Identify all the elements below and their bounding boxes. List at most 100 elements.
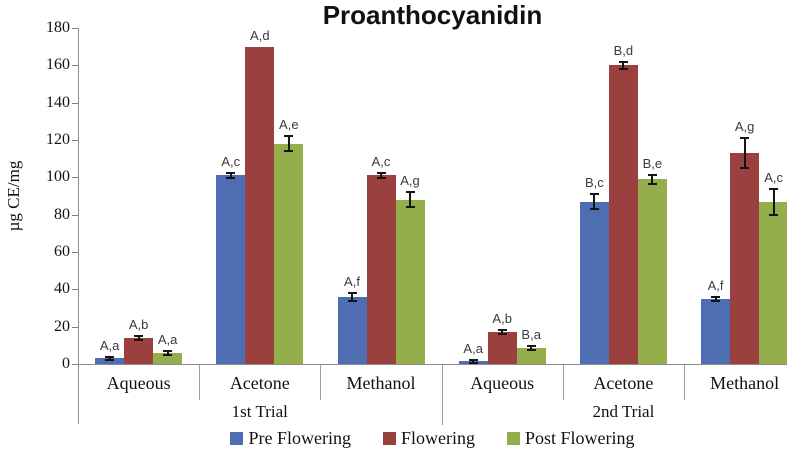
- y-tick-label: 140: [46, 93, 70, 111]
- y-tick-mark: [72, 177, 78, 179]
- y-tick-mark: [72, 65, 78, 67]
- error-bar-cap: [347, 299, 357, 302]
- error-bar: [108, 356, 111, 361]
- error-bar: [651, 174, 654, 184]
- chart-title: Proanthocyanidin: [322, 0, 543, 30]
- error-bar-cap: [376, 177, 386, 180]
- error-bar-cap: [618, 68, 628, 71]
- bar-data-label: A,b: [492, 311, 512, 327]
- error-bar-cap: [405, 191, 415, 194]
- trial-label: 2nd Trial: [592, 402, 655, 421]
- error-bar-cap: [105, 359, 115, 362]
- category-separator: [199, 365, 201, 400]
- y-tick-mark: [72, 214, 78, 216]
- bar-data-label: A,c: [764, 169, 783, 185]
- bar-data-label: A,f: [707, 277, 724, 293]
- error-bar-cap: [711, 299, 721, 302]
- error-bar-cap: [740, 137, 750, 140]
- bar: [274, 143, 304, 364]
- legend-label: Post Flowering: [524, 428, 635, 448]
- category-separator: [684, 365, 685, 400]
- error-bar: [622, 61, 625, 70]
- category-label: Aqueous: [106, 373, 171, 393]
- error-bar-cap: [226, 177, 236, 180]
- trial-label: 1st Trial: [231, 402, 288, 421]
- y-axis-line: [78, 28, 79, 424]
- bar-data-label: A,f: [344, 274, 360, 290]
- y-tick-mark: [72, 252, 78, 253]
- error-bar-cap: [740, 167, 750, 169]
- bar-data-label: B,e: [642, 155, 663, 171]
- category-separator: [320, 365, 322, 400]
- bar-data-label: A,c: [371, 153, 391, 169]
- error-bar: [137, 336, 140, 340]
- error-bar-cap: [284, 135, 294, 138]
- error-bar: [593, 194, 596, 210]
- error-bar-cap: [589, 193, 599, 196]
- error-bar-cap: [497, 333, 507, 336]
- legend-item-post-flowering: Post Flowering: [506, 428, 635, 448]
- bar: [759, 201, 787, 364]
- x-axis-line: [78, 364, 787, 365]
- error-bar-cap: [468, 358, 478, 361]
- error-bar-cap: [226, 171, 236, 174]
- bar: [487, 332, 517, 364]
- legend-item-flowering: Flowering: [382, 428, 475, 448]
- bar-data-label: A,a: [157, 331, 178, 347]
- bar: [337, 296, 367, 364]
- category-label: Methanol: [346, 373, 416, 393]
- error-bar-cap: [711, 295, 721, 298]
- bar-data-label: B,a: [521, 327, 541, 343]
- error-bar: [743, 138, 746, 168]
- error-bar: [501, 330, 504, 335]
- error-bar-cap: [647, 173, 657, 176]
- error-bar-cap: [497, 329, 507, 332]
- y-tick-label: 120: [46, 131, 70, 148]
- category-separator: [562, 365, 564, 400]
- bar: [395, 199, 425, 364]
- y-tick-mark: [72, 364, 78, 365]
- post-flowering-swatch-icon: [506, 431, 520, 445]
- error-bar-cap: [347, 292, 357, 295]
- error-bar-cap: [163, 353, 173, 356]
- y-tick-mark: [72, 102, 78, 104]
- pre-flowering-swatch-icon: [230, 431, 244, 445]
- bar: [516, 348, 546, 364]
- bar: [366, 175, 396, 364]
- bar: [579, 201, 609, 364]
- bar: [153, 352, 183, 364]
- bar: [216, 175, 246, 364]
- y-tick-label: 0: [62, 355, 70, 372]
- bar-data-label: A,e: [279, 117, 299, 133]
- bar-data-label: A,a: [463, 340, 483, 356]
- bar-data-label: A,g: [734, 119, 755, 135]
- error-bar: [714, 296, 717, 301]
- category-label: Aqueous: [470, 373, 535, 393]
- category-label: Methanol: [710, 373, 780, 393]
- y-tick-mark: [72, 28, 78, 29]
- error-bar: [287, 136, 290, 152]
- bar: [245, 46, 275, 364]
- bar-data-label: A,b: [128, 317, 149, 332]
- error-bar: [409, 192, 411, 208]
- legend-label: Flowering: [400, 428, 475, 448]
- y-tick-mark: [72, 289, 78, 291]
- error-bar-cap: [405, 206, 415, 209]
- category-label: Acetone: [229, 373, 290, 393]
- error-bar-cap: [769, 187, 779, 190]
- error-bar: [229, 172, 232, 179]
- error-bar: [472, 359, 475, 363]
- bar-data-label: B,c: [584, 175, 604, 191]
- legend-label: Pre Flowering: [248, 428, 351, 448]
- error-bar-cap: [284, 150, 294, 153]
- y-tick-label: 60: [54, 243, 70, 260]
- error-bar-cap: [468, 361, 478, 364]
- bar-data-label: B,d: [613, 42, 634, 58]
- y-tick-label: 180: [46, 19, 70, 36]
- y-tick-label: 20: [54, 317, 70, 335]
- y-tick-mark: [72, 326, 78, 328]
- error-bar: [166, 350, 169, 355]
- error-bar-cap: [647, 182, 657, 185]
- y-tick-label: 160: [46, 56, 70, 74]
